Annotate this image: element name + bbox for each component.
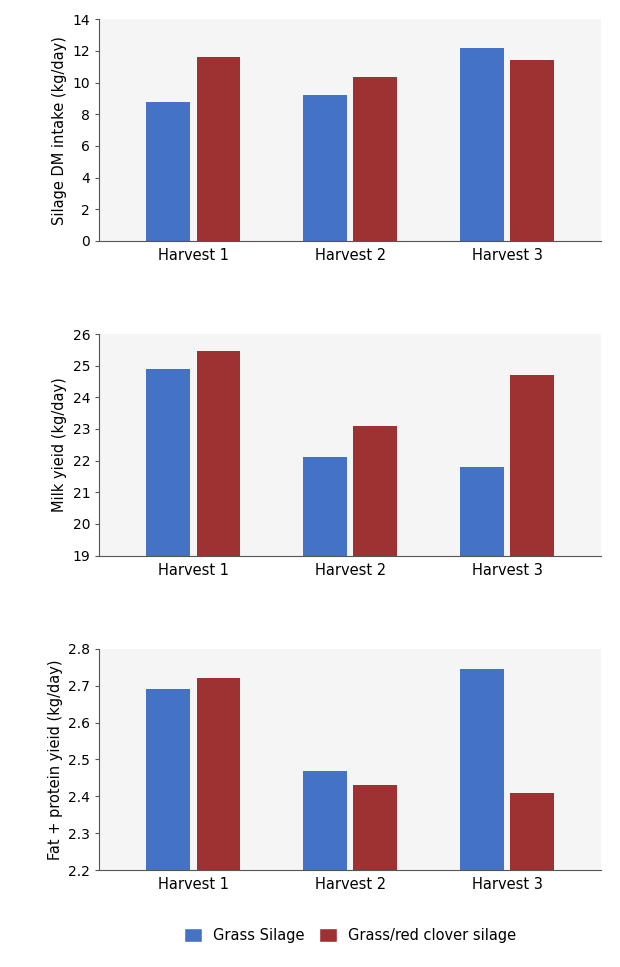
Bar	[303, 457, 347, 967]
Y-axis label: Milk yieid (kg/day): Milk yieid (kg/day)	[52, 377, 67, 513]
Bar	[460, 47, 504, 241]
Legend: Grass Silage, Grass/red clover silage: Grass Silage, Grass/red clover silage	[178, 922, 523, 949]
Bar	[146, 689, 190, 967]
Bar	[303, 96, 347, 241]
Bar	[460, 467, 504, 967]
Bar	[510, 61, 554, 241]
Y-axis label: Fat + protein yieid (kg/day): Fat + protein yieid (kg/day)	[48, 659, 63, 860]
Bar	[197, 56, 241, 241]
Bar	[353, 425, 397, 967]
Bar	[303, 771, 347, 967]
Bar	[146, 102, 190, 241]
Bar	[460, 669, 504, 967]
Bar	[197, 351, 241, 967]
Y-axis label: Silage DM intake (kg/day): Silage DM intake (kg/day)	[52, 36, 67, 224]
Bar	[146, 368, 190, 967]
Bar	[510, 793, 554, 967]
Bar	[353, 77, 397, 241]
Bar	[510, 375, 554, 967]
Bar	[197, 678, 241, 967]
Bar	[353, 785, 397, 967]
